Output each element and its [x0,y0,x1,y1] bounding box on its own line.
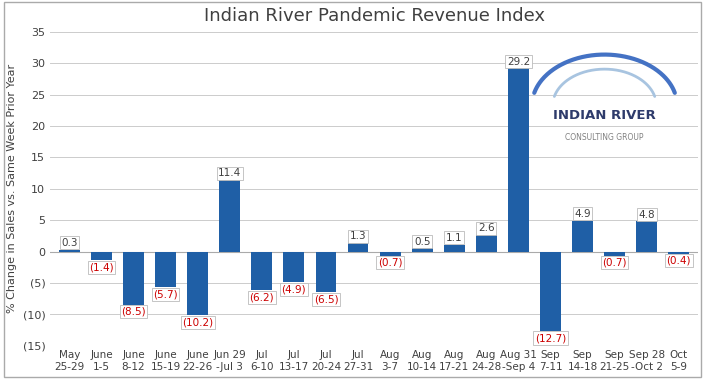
Bar [380,252,400,256]
Bar [219,180,240,252]
Bar [637,221,657,252]
Text: (8.5): (8.5) [121,307,146,317]
Text: INDIAN RIVER: INDIAN RIVER [553,109,656,122]
Text: 1.1: 1.1 [446,233,462,243]
Y-axis label: % Change in Sales vs. Same Week Prior Year: % Change in Sales vs. Same Week Prior Ye… [7,64,17,313]
Bar [604,252,625,256]
Text: (0.7): (0.7) [378,258,403,268]
Text: 0.5: 0.5 [414,236,431,246]
Bar [123,252,144,305]
Bar [316,252,336,292]
Text: (6.5): (6.5) [314,294,338,304]
Text: (4.9): (4.9) [281,284,306,294]
Bar [668,252,689,254]
Text: (1.4): (1.4) [89,262,114,272]
Bar [155,252,176,287]
Text: 29.2: 29.2 [507,56,530,67]
Bar [59,250,80,252]
Text: 11.4: 11.4 [218,168,241,178]
Bar [283,252,305,282]
Text: (0.4): (0.4) [666,256,691,266]
Bar [91,252,112,260]
Bar [188,252,208,315]
Bar [252,252,272,290]
Text: CONSULTING GROUP: CONSULTING GROUP [565,133,644,141]
Bar [444,244,465,252]
Text: 0.3: 0.3 [61,238,78,248]
Title: Indian River Pandemic Revenue Index: Indian River Pandemic Revenue Index [204,7,544,25]
Bar [476,235,497,252]
Text: (0.7): (0.7) [602,258,627,268]
Text: 2.6: 2.6 [478,223,495,233]
Bar [540,252,561,331]
Text: (10.2): (10.2) [182,317,213,327]
Text: (6.2): (6.2) [250,292,274,302]
Bar [412,248,433,252]
Text: (12.7): (12.7) [535,333,566,343]
Text: 4.8: 4.8 [639,210,655,219]
Bar [572,221,593,252]
Bar [348,243,369,252]
Text: (5.7): (5.7) [153,289,178,299]
Bar [508,69,529,252]
Text: 1.3: 1.3 [350,232,367,241]
Text: 4.9: 4.9 [575,209,591,219]
